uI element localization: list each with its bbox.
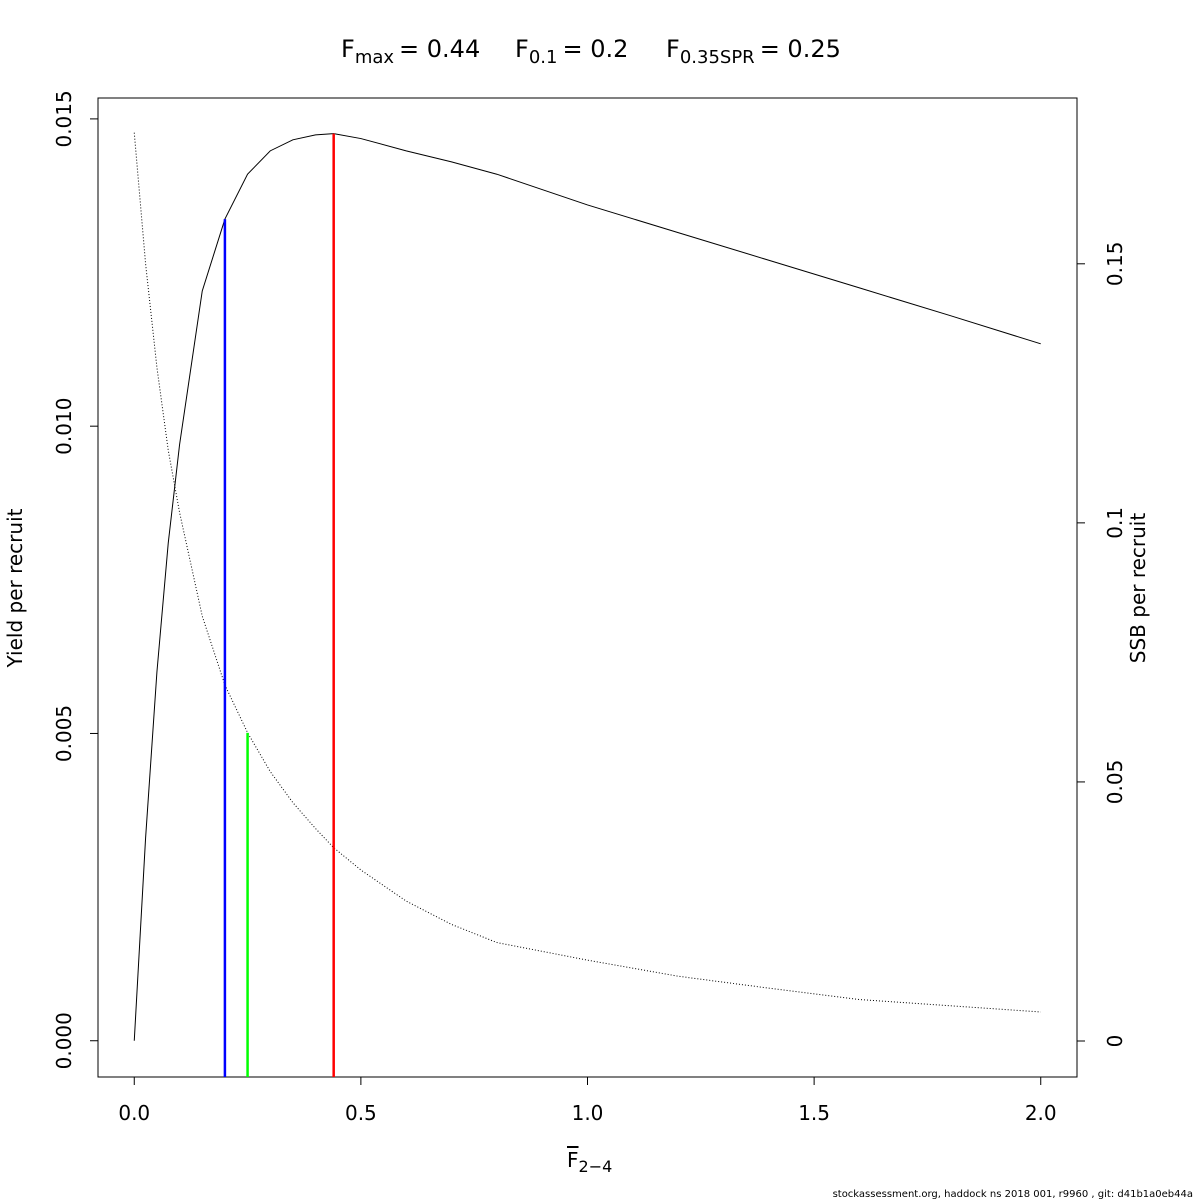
- x-axis-label: F2−4: [567, 1148, 612, 1176]
- title-value: = 0.2: [562, 35, 628, 63]
- title-part: Fmax = 0.44: [341, 35, 480, 68]
- x-label-symbol: F: [567, 1148, 579, 1172]
- title-subscript: 0.1: [529, 47, 558, 68]
- footer: stockassessment.org, haddock ns 2018 001…: [833, 1189, 1193, 1200]
- title-value: = 0.25: [760, 35, 841, 63]
- y2-axis-label: SSB per recruit: [1126, 513, 1150, 664]
- x-tick-label: 2.0: [1025, 1101, 1057, 1125]
- y-axis-label: Yield per recruit: [3, 508, 27, 668]
- x-tick-label: 1.0: [572, 1101, 604, 1125]
- x-tick-label: 1.5: [798, 1101, 830, 1125]
- title-part: F0.35SPR = 0.25: [666, 35, 841, 68]
- y-tick-label: 0.015: [52, 90, 76, 147]
- x-tick-label: 0.5: [345, 1101, 377, 1125]
- x-tick-label: 0.0: [118, 1101, 150, 1125]
- series-line: [133, 133, 1041, 1041]
- y-tick-label: 0.005: [52, 705, 76, 762]
- y2-tick-label: 0.1: [1103, 507, 1127, 539]
- title-subscript: 0.35SPR: [680, 47, 755, 68]
- y2-tick-label: 0.15: [1103, 242, 1127, 287]
- title-part: F0.1 = 0.2: [515, 35, 628, 68]
- x-label-subscript: 2−4: [579, 1157, 613, 1176]
- title-value: = 0.44: [399, 35, 480, 63]
- plot-frame: [97, 97, 1078, 1078]
- y2-tick-label: 0.05: [1103, 760, 1127, 805]
- title-subscript: max: [355, 47, 395, 68]
- series-line: [133, 132, 1041, 1013]
- y-tick-label: 0.010: [52, 398, 76, 455]
- y-tick-label: 0.000: [52, 1012, 76, 1069]
- title-symbol: F: [341, 35, 355, 63]
- title-symbol: F: [515, 35, 529, 63]
- y2-tick-label: 0: [1103, 1035, 1127, 1048]
- title-symbol: F: [666, 35, 680, 63]
